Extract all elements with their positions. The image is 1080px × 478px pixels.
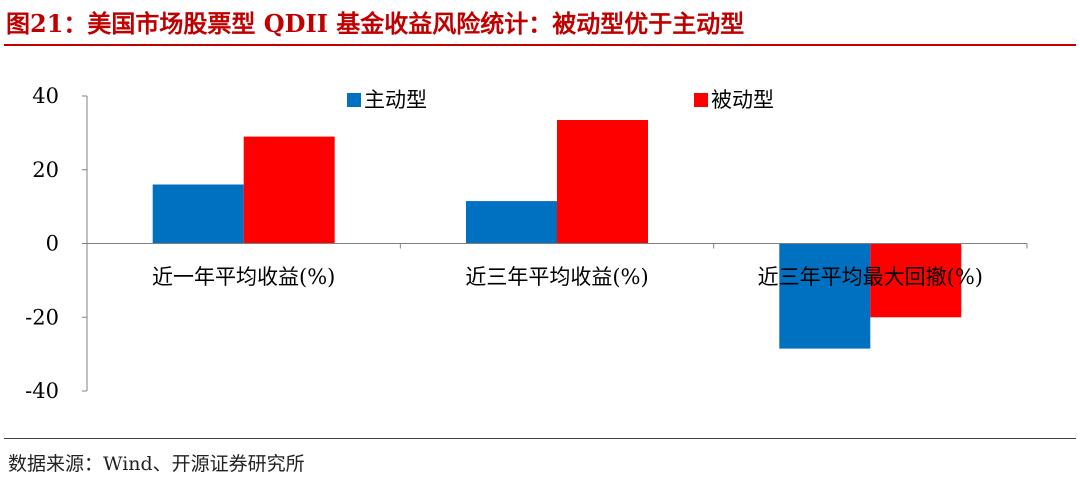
bar-active-1 xyxy=(152,184,244,244)
source-divider xyxy=(4,438,1076,439)
category-label-2: 近三年平均收益(%) xyxy=(465,265,648,289)
y-tick-label: 20 xyxy=(32,158,59,182)
data-source-note: 数据来源：Wind、开源证券研究所 xyxy=(8,453,305,475)
bar-active-3 xyxy=(779,243,871,349)
y-tick-label: 0 xyxy=(46,232,59,256)
bar-chart: -40 -20 0 20 40 近一年平均收益(%) 近三年平均收益(%) 近三年平均最大回撤… xyxy=(25,84,1028,403)
y-tick-label: -20 xyxy=(25,305,59,329)
legend-label-passive: 被动型 xyxy=(711,88,774,112)
legend-swatch-passive xyxy=(694,93,708,107)
bar-active-2 xyxy=(466,201,557,244)
bar-passive-3 xyxy=(870,243,962,318)
y-tick-label: 40 xyxy=(32,84,59,108)
bar-passive-1 xyxy=(243,136,335,244)
legend-label-active: 主动型 xyxy=(364,88,427,112)
y-tick-label: -40 xyxy=(25,379,59,403)
figure-title: 图21：美国市场股票型 QDII 基金收益风险统计：被动型优于主动型 xyxy=(6,9,745,38)
bar-passive-2 xyxy=(557,120,648,244)
title-divider xyxy=(4,44,1076,46)
category-label-1: 近一年平均收益(%) xyxy=(152,265,335,289)
legend-swatch-active xyxy=(347,93,361,107)
category-label-3: 近三年平均最大回撤(%) xyxy=(758,265,983,289)
